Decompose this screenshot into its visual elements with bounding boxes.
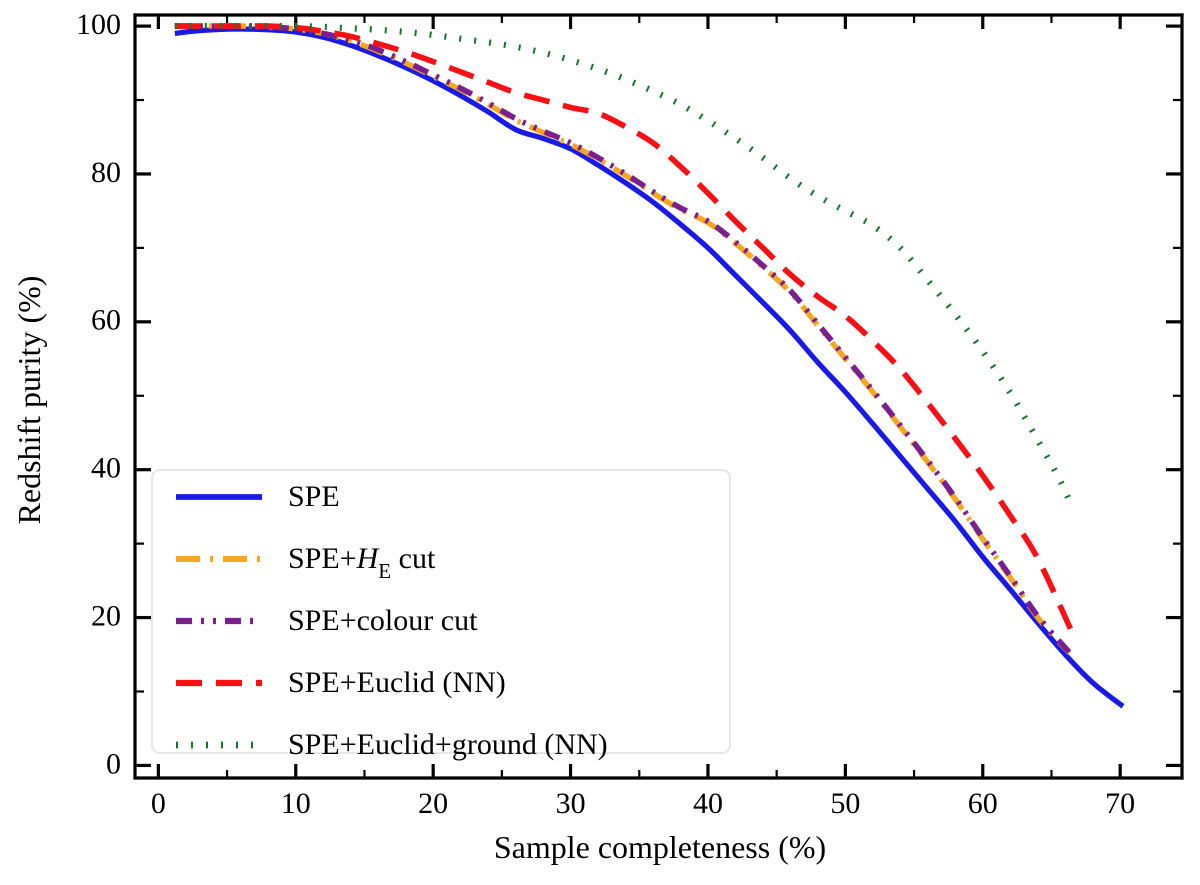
x-tick-label: 50: [830, 787, 860, 820]
legend-background: [151, 469, 731, 754]
x-tick-label: 10: [281, 787, 311, 820]
legend-label-4: SPE+Euclid+ground (NN): [288, 728, 608, 761]
axis-tick-labels: 0 10 20 30 40 50 60 70 0 20 40 60 80 100: [76, 8, 1135, 820]
x-tick-label: 20: [418, 787, 448, 820]
y-tick-label: 0: [106, 747, 121, 780]
y-tick-label: 40: [91, 452, 121, 485]
y-tick-label: 80: [91, 156, 121, 189]
series-line-0: [174, 26, 1125, 709]
y-axis-title: Redshift purity (%): [11, 276, 47, 525]
data-series: [174, 22, 1125, 709]
legend-label-2: SPE+colour cut: [288, 604, 478, 637]
x-tick-label: 60: [968, 787, 998, 820]
axis-ticks: [135, 15, 1182, 778]
x-tick-label: 30: [556, 787, 586, 820]
y-tick-label: 100: [76, 8, 121, 41]
x-axis-title: Sample completeness (%): [494, 829, 826, 865]
x-tick-label: 70: [1105, 787, 1135, 820]
y-tick-label: 20: [91, 599, 121, 632]
x-tick-label: 40: [693, 787, 723, 820]
legend-label-0: SPE: [288, 480, 340, 513]
chart-legend[interactable]: SPE SPE+HE cut SPE+colour cut SPE+Euclid (N…: [151, 469, 731, 761]
legend-label-1: SPE+HE cut: [288, 542, 436, 583]
series-line-2: [174, 23, 1072, 655]
legend-items: SPE SPE+HE cut SPE+colour cut SPE+Euclid (N…: [176, 480, 608, 761]
y-tick-label: 60: [91, 304, 121, 337]
x-tick-label: 0: [151, 787, 166, 820]
legend-label-3: SPE+Euclid (NN): [288, 666, 506, 699]
